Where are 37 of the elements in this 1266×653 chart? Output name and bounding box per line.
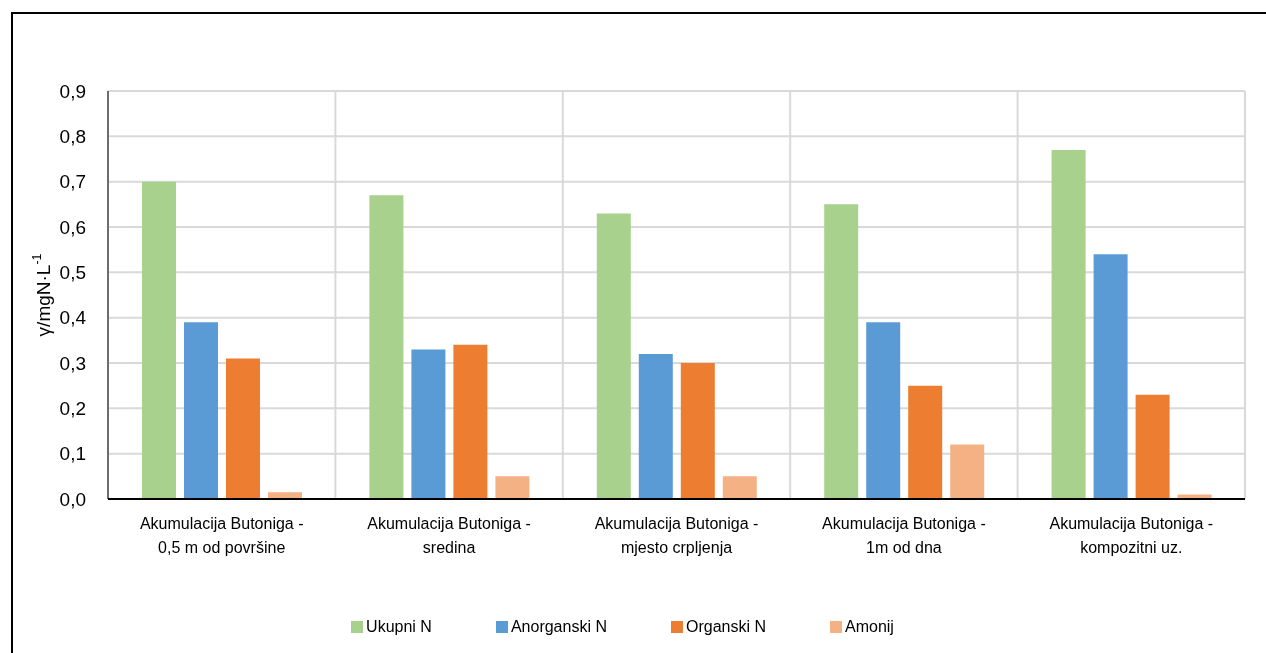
x-tick-label: Akumulacija Butoniga - kompozitni uz.	[1049, 515, 1214, 556]
y-tick-label: 0,1	[59, 443, 86, 465]
bar	[866, 322, 901, 499]
legend-label: Anorganski N	[510, 618, 607, 636]
bar	[596, 213, 631, 499]
x-tick-label: Akumulacija Butoniga - mjesto crpljenja	[594, 515, 759, 556]
y-tick-label: 0,0	[59, 488, 86, 510]
bar	[453, 344, 488, 499]
x-tick-label: Akumulacija Butoniga - 1m od dna	[822, 515, 986, 556]
bar	[1051, 149, 1086, 499]
bar	[184, 322, 218, 499]
y-tick-label: 0,5	[59, 262, 86, 284]
bar	[142, 181, 176, 499]
y-tick-label: 0,3	[59, 352, 86, 374]
legend-label: Organski N	[685, 618, 766, 636]
y-tick-label: 0,2	[59, 398, 86, 420]
bar	[411, 349, 446, 499]
legend-label: Ukupni N	[366, 618, 432, 636]
x-tick-label: Akumulacija Butoniga - sredina	[367, 515, 531, 556]
x-tick-label: Akumulacija Butoniga - 0,5 m od površine	[139, 515, 304, 556]
legend-label: Amonij	[844, 618, 894, 636]
y-tick-label: 0,7	[59, 171, 86, 193]
bar	[908, 385, 943, 499]
bar	[824, 204, 859, 499]
bar	[950, 444, 985, 499]
y-tick-label: 0,9	[59, 80, 86, 102]
bar	[722, 476, 757, 499]
bar	[495, 476, 530, 499]
bar	[226, 358, 260, 499]
bar	[1135, 394, 1170, 499]
bar	[1093, 254, 1128, 499]
bar	[369, 195, 404, 499]
bar	[680, 363, 715, 499]
y-tick-label: 0,6	[59, 216, 86, 238]
bar	[638, 353, 673, 499]
y-tick-label: 0,8	[59, 126, 86, 148]
y-tick-label: 0,4	[59, 307, 87, 329]
